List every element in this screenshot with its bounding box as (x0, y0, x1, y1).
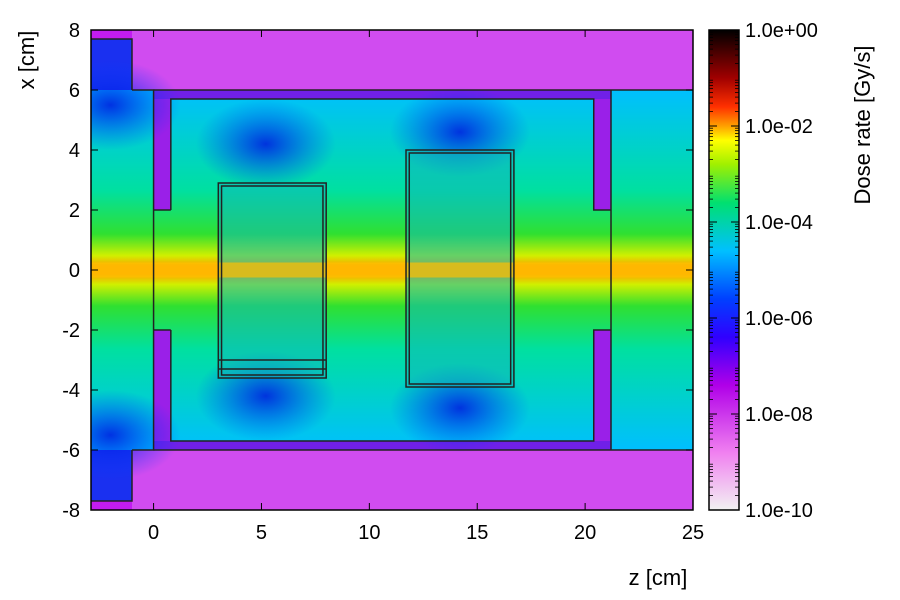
y-tick-label: -2 (62, 320, 80, 342)
x-axis-label: z [cm] (629, 565, 688, 590)
cavity-bottom-outline (170, 329, 612, 442)
low-dose-lobe-5 (91, 60, 181, 150)
sample-block-2-outline (405, 149, 515, 388)
sample-block-2-inner (408, 152, 512, 385)
chamber-wall-bottom (153, 441, 612, 450)
top-shield-region (131, 30, 693, 90)
colorbar-tick-label: 1.0e+00 (745, 20, 818, 42)
collimator-bottom-outline (91, 450, 133, 502)
cavity-top-outline (170, 98, 612, 211)
y-tick-label: -8 (62, 500, 80, 522)
y-tick-label: 0 (69, 260, 80, 282)
y-tick-label: 6 (69, 80, 80, 102)
colorbar-label: Dose rate [Gy/s] (850, 46, 875, 205)
colorbar-tick-label: 1.0e-04 (745, 212, 813, 234)
colorbar-gradient (708, 29, 740, 511)
y-tick-label: -6 (62, 440, 80, 462)
colorbar-tick-label: 1.0e-08 (745, 404, 813, 426)
chamber-wall-right-top (593, 90, 612, 210)
x-tick-label: 10 (358, 522, 380, 544)
sample-block-1-fill (218, 183, 327, 378)
colorbar-tick-label: 1.0e-10 (745, 500, 813, 522)
chamber-left-outline (131, 89, 155, 451)
bottom-shield-region (131, 450, 693, 510)
chamber-wall-right-bottom (593, 330, 612, 450)
y-tick-label: -4 (62, 380, 80, 402)
colorbar-tick-label: 1.0e-02 (745, 116, 813, 138)
sample-block-1-inner (220, 185, 324, 376)
colorbar-tick-label: 1.0e-06 (745, 308, 813, 330)
structure-outlines (91, 38, 693, 502)
beam-core (91, 262, 693, 278)
y-tick-label: 2 (69, 200, 80, 222)
x-tick-label: 5 (256, 522, 267, 544)
x-tick-label: 0 (148, 522, 159, 544)
collimator-top-outline (91, 38, 133, 90)
x-tick-label: 20 (574, 522, 596, 544)
y-axis-label: x [cm] (14, 31, 39, 90)
y-tick-label: 8 (69, 20, 80, 42)
heatmap-area (91, 30, 693, 510)
y-tick-label: 4 (69, 140, 80, 162)
x-tick-label: 15 (466, 522, 488, 544)
sample-block-1-outline (217, 182, 327, 379)
colorbar: 1.0e+00 1.0e-02 1.0e-04 1.0e-06 1.0e-08 1.0e-… (708, 20, 818, 522)
low-dose-lobe-6 (91, 390, 181, 480)
chamber-wall-top (153, 90, 612, 99)
x-tick-label: 25 (682, 522, 704, 544)
low-dose-lobe-1 (195, 99, 336, 189)
